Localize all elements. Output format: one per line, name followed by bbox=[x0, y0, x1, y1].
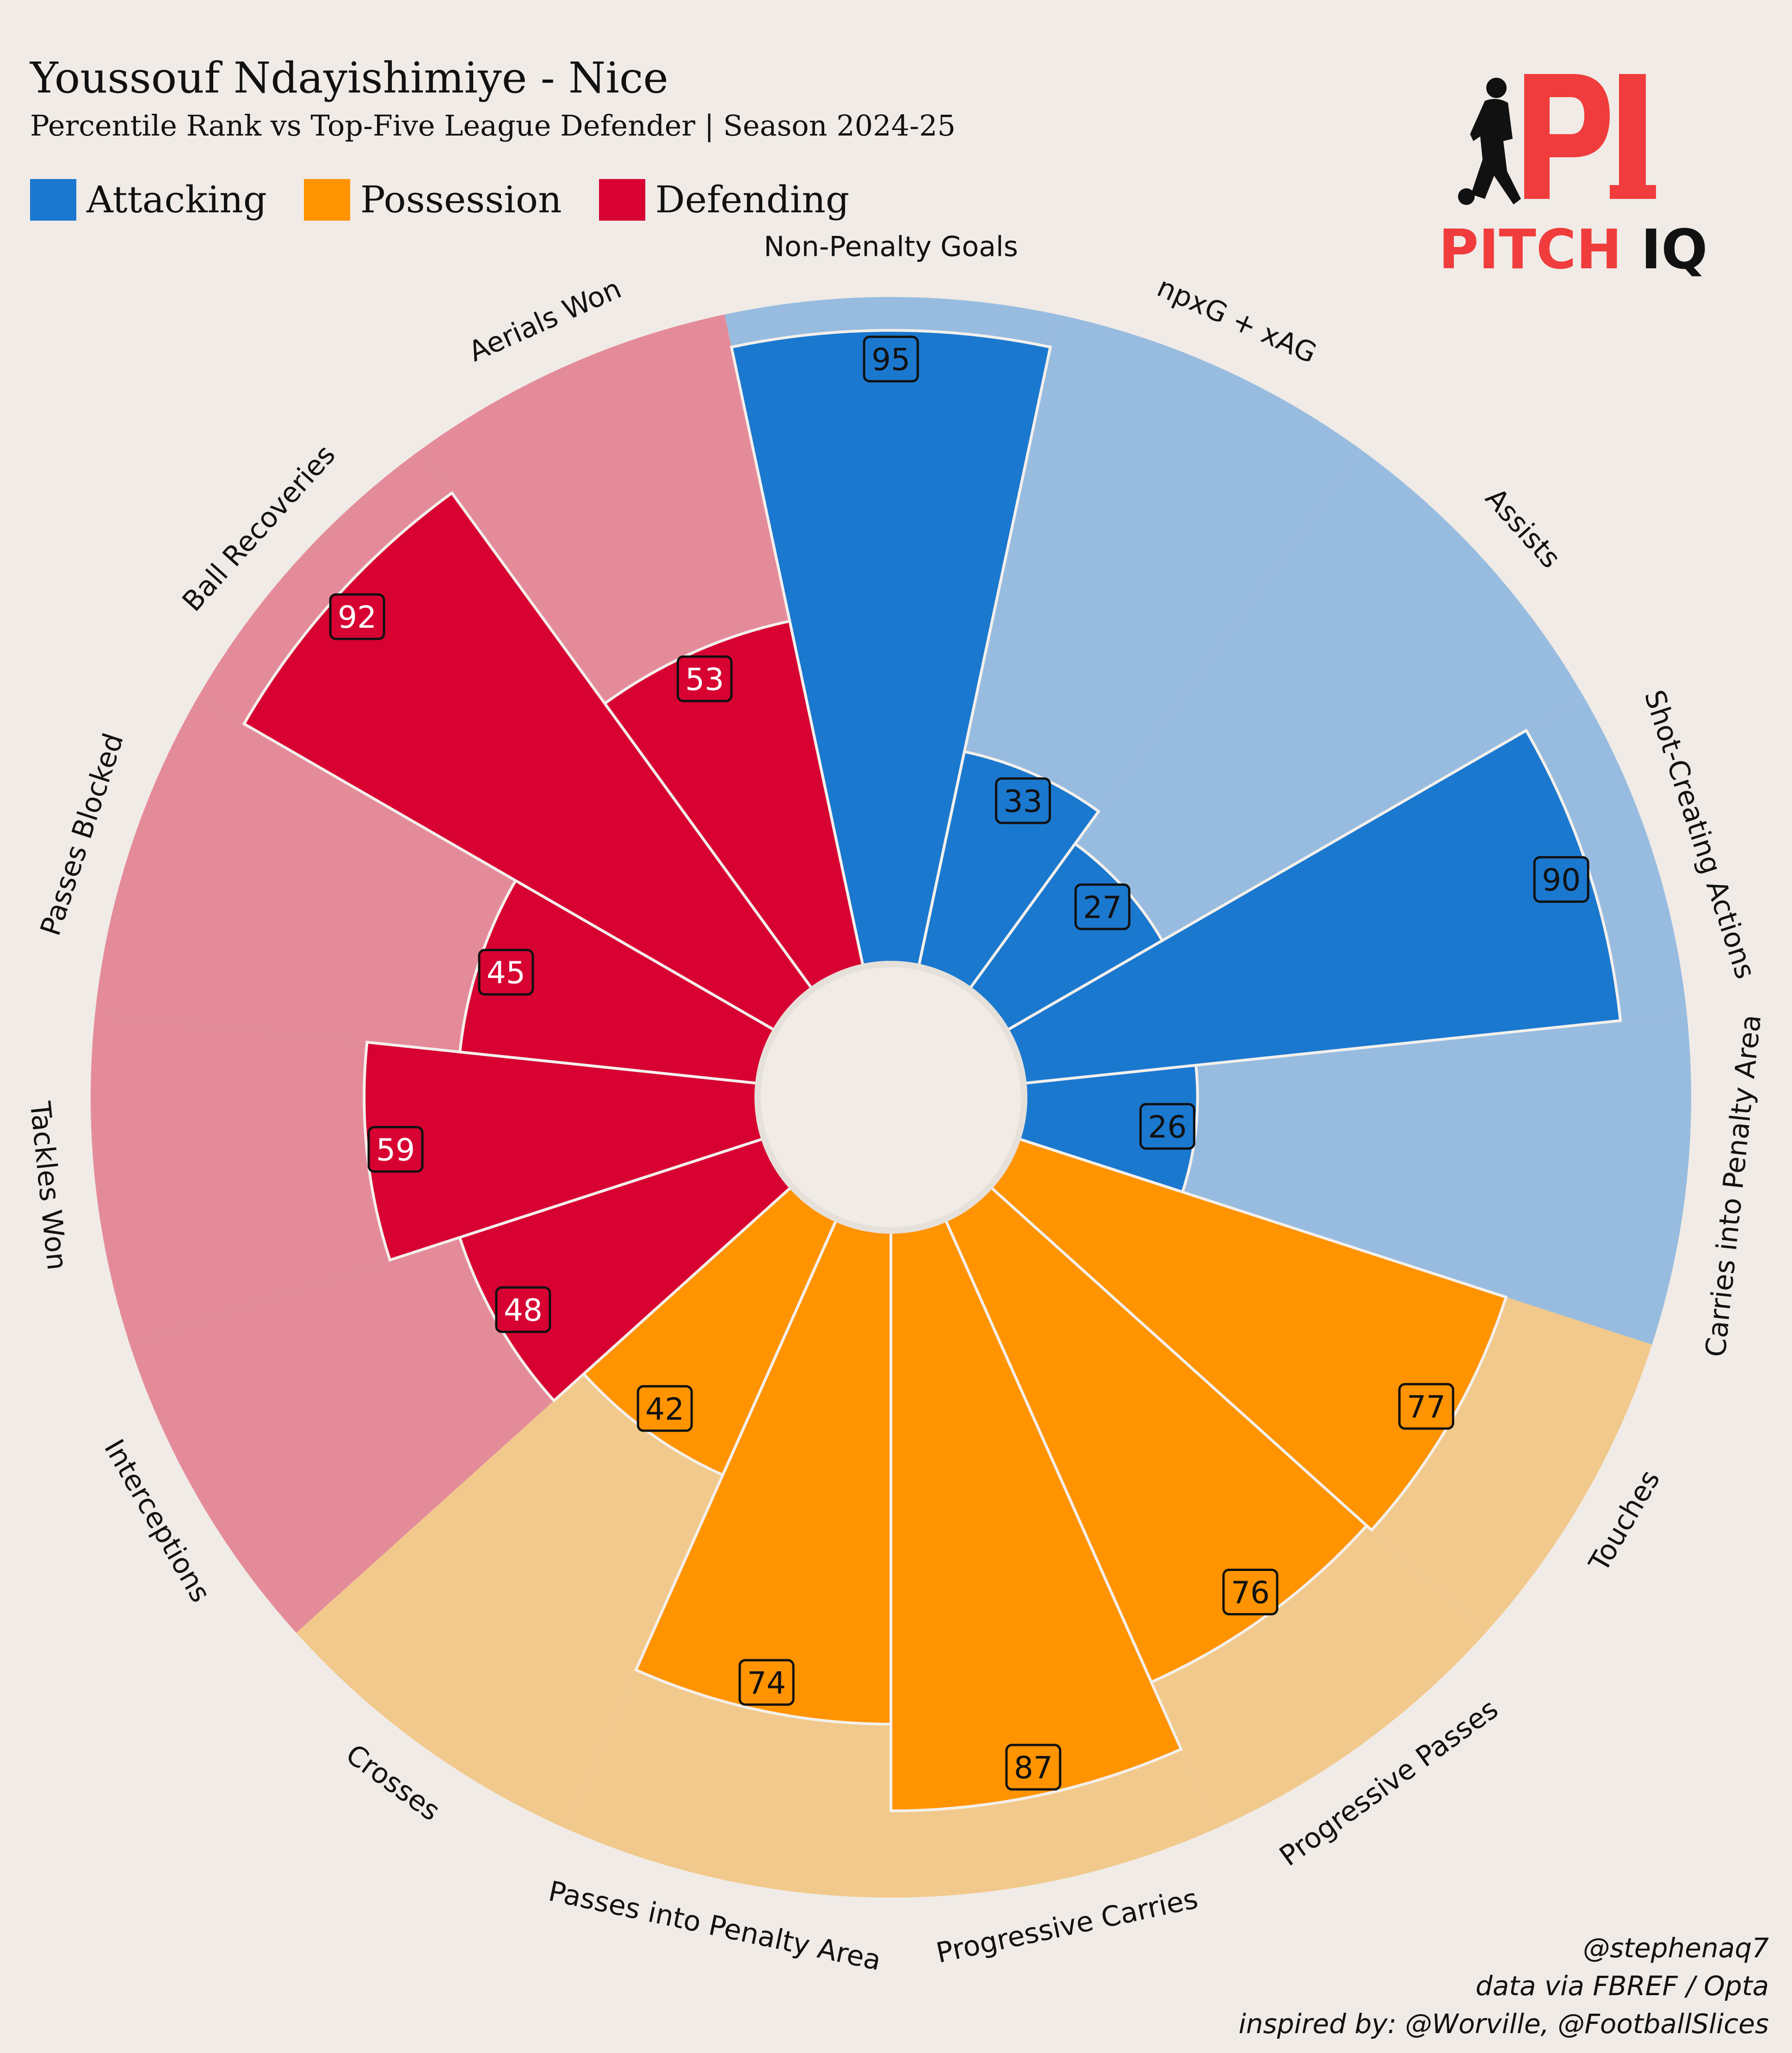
value-label-progressive-carries: 87 bbox=[1005, 1744, 1062, 1791]
value-badge-progressive-passes bbox=[1222, 1568, 1279, 1615]
value-label-interceptions: 48 bbox=[495, 1286, 551, 1333]
value-text-crosses: 42 bbox=[645, 1391, 684, 1427]
value-label-ball-recoveries: 92 bbox=[329, 593, 385, 640]
value-text-progressive-passes: 76 bbox=[1231, 1575, 1270, 1610]
value-text-touches: 77 bbox=[1407, 1389, 1446, 1425]
legend-item-defending: Defending bbox=[599, 178, 850, 221]
footer-inspired: inspired by: @Worville, @FootballSlices bbox=[1238, 2008, 1769, 2040]
value-text-interceptions: 48 bbox=[504, 1292, 543, 1328]
logo-wordmark: PITCH IQ bbox=[1439, 217, 1708, 281]
value-label-passes-blocked: 45 bbox=[478, 949, 534, 996]
value-label-shot-creating-actions: 90 bbox=[1533, 856, 1589, 903]
value-badge-carries-into-penalty-area bbox=[1139, 1103, 1196, 1150]
pi-mark bbox=[1524, 74, 1656, 199]
value-text-shot-creating-actions: 90 bbox=[1542, 862, 1581, 898]
value-badge-passes-blocked bbox=[478, 949, 534, 996]
value-badge-non-penalty-goals bbox=[863, 335, 919, 383]
legend-label-defending: Defending bbox=[655, 178, 850, 221]
value-badge-interceptions bbox=[495, 1286, 551, 1333]
value-badge-crosses bbox=[636, 1385, 693, 1432]
value-label-crosses: 42 bbox=[636, 1385, 693, 1432]
value-label-touches: 77 bbox=[1398, 1383, 1454, 1430]
value-text-aerials-won: 53 bbox=[685, 662, 724, 697]
category-label-assists: Assists bbox=[1479, 482, 1567, 575]
value-badge-assists bbox=[1074, 883, 1131, 930]
category-label-progressive-carries: Progressive Carries bbox=[933, 1882, 1201, 1969]
value-badge-ball-recoveries bbox=[329, 593, 385, 640]
value-text-passes-into-penalty-area: 74 bbox=[747, 1665, 786, 1701]
center-hole bbox=[754, 961, 1027, 1234]
legend: Attacking Possession Defending bbox=[30, 178, 886, 221]
legend-label-attacking: Attacking bbox=[87, 178, 267, 221]
value-badge-tackles-won bbox=[367, 1126, 424, 1173]
value-text-assists: 27 bbox=[1083, 890, 1122, 925]
footer-author: @stephenaq7 bbox=[1583, 1932, 1769, 1964]
value-label-carries-into-penalty-area: 26 bbox=[1139, 1103, 1196, 1150]
value-badge-npxg-xag bbox=[995, 777, 1051, 824]
value-badge-progressive-carries bbox=[1005, 1744, 1062, 1791]
value-label-progressive-passes: 76 bbox=[1222, 1568, 1279, 1615]
footballer-silhouette-icon bbox=[1458, 78, 1521, 205]
category-label-tackles-won: Tackles Won bbox=[23, 1100, 73, 1272]
legend-item-attacking: Attacking bbox=[30, 178, 267, 221]
value-badge-passes-into-penalty-area bbox=[738, 1659, 795, 1706]
pitch-iq-logo bbox=[1458, 74, 1656, 205]
chart-value-layer: 95 33 27 90 26 77 76 87 74 42 48 59 45 92 53 bbox=[329, 335, 1589, 1791]
footer-credits: @stephenaq7 data via FBREF / Opta inspir… bbox=[1239, 1929, 1769, 2043]
value-text-ball-recoveries: 92 bbox=[338, 600, 377, 635]
value-badge-touches bbox=[1398, 1383, 1454, 1430]
value-text-carries-into-penalty-area: 26 bbox=[1148, 1109, 1187, 1145]
value-text-passes-blocked: 45 bbox=[487, 955, 525, 991]
value-label-tackles-won: 59 bbox=[367, 1126, 424, 1173]
logo-word-iq: IQ bbox=[1641, 217, 1708, 281]
value-text-tackles-won: 59 bbox=[376, 1132, 415, 1168]
legend-swatch-attacking bbox=[30, 179, 76, 221]
value-text-npxg-xag: 33 bbox=[1003, 784, 1042, 819]
value-text-progressive-carries: 87 bbox=[1014, 1750, 1053, 1786]
legend-label-possession: Possession bbox=[360, 178, 562, 221]
value-text-non-penalty-goals: 95 bbox=[871, 342, 910, 377]
legend-swatch-defending bbox=[599, 179, 645, 221]
logo-word-pitch: PITCH bbox=[1439, 217, 1622, 281]
category-label-non-penalty-goals: Non-Penalty Goals bbox=[764, 231, 1018, 263]
value-label-assists: 27 bbox=[1074, 883, 1131, 930]
footer-source: data via FBREF / Opta bbox=[1475, 1970, 1769, 2002]
value-badge-aerials-won bbox=[676, 655, 733, 702]
value-label-passes-into-penalty-area: 74 bbox=[738, 1659, 795, 1706]
chart-title: Youssouf Ndayishimiye - Nice bbox=[30, 53, 668, 103]
value-label-aerials-won: 53 bbox=[676, 655, 733, 702]
value-label-non-penalty-goals: 95 bbox=[863, 335, 919, 383]
chart-subtitle: Percentile Rank vs Top-Five League Defen… bbox=[30, 109, 956, 142]
category-label-carries-into-penalty-area: Carries into Penalty Area bbox=[1699, 1013, 1767, 1359]
value-label-npxg-xag: 33 bbox=[995, 777, 1051, 824]
category-label-touches: Touches bbox=[1582, 1465, 1666, 1577]
legend-swatch-possession bbox=[303, 179, 350, 221]
legend-item-possession: Possession bbox=[303, 178, 562, 221]
value-badge-shot-creating-actions bbox=[1533, 856, 1589, 903]
chart-bar-layer bbox=[242, 329, 1622, 1812]
